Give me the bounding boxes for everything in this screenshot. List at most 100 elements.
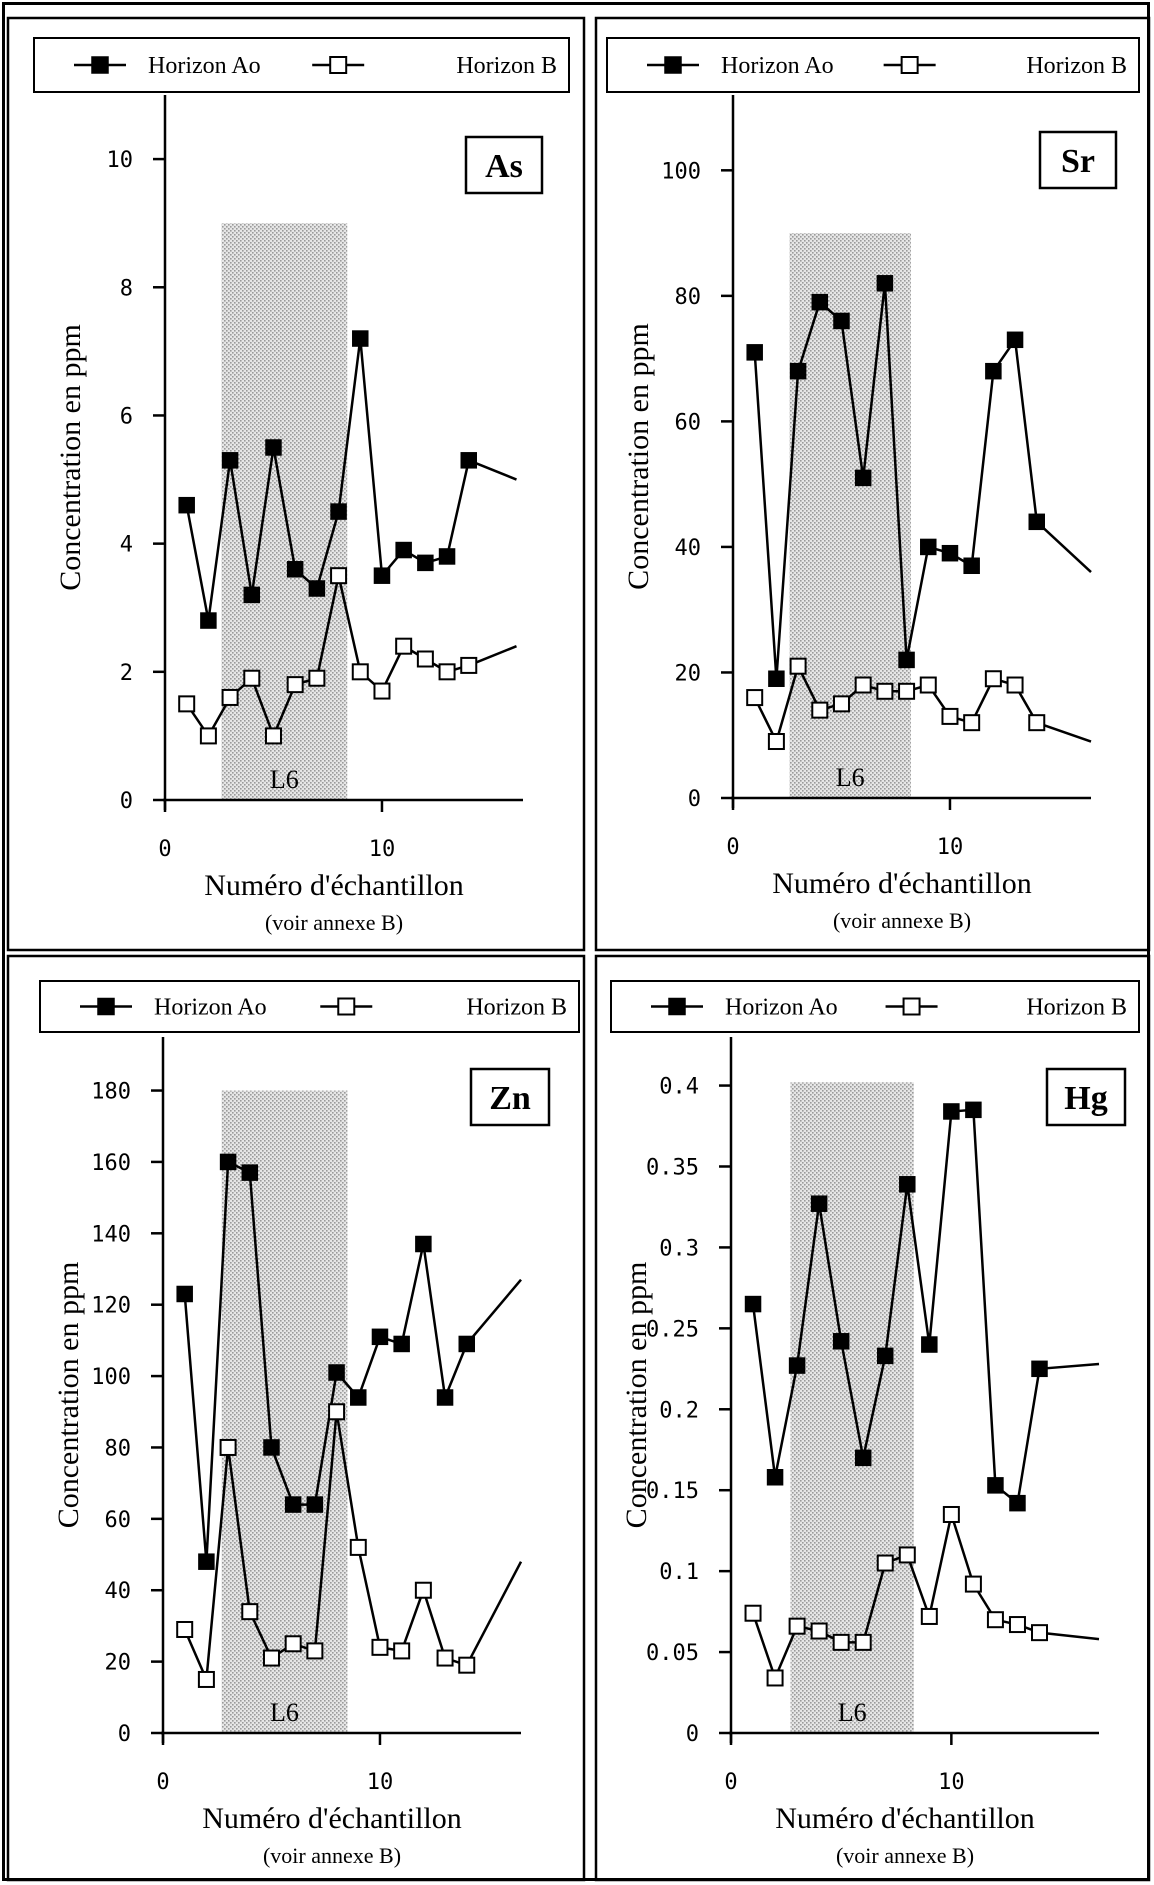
- data-point-b: [832, 1633, 850, 1651]
- data-point-ao: [941, 544, 959, 562]
- data-point-b: [919, 676, 937, 694]
- data-point-ao: [1006, 331, 1024, 349]
- legend-label-b: Horizon B: [1026, 995, 1127, 1021]
- series-tail-b: [1039, 1631, 1100, 1641]
- data-point-b: [262, 1649, 280, 1667]
- data-point-b: [964, 1575, 982, 1593]
- l6-zone: [789, 233, 911, 798]
- data-point-b: [746, 689, 764, 707]
- legend-marker-b: [900, 56, 919, 74]
- data-point-b: [898, 682, 916, 700]
- element-box: [1038, 130, 1118, 190]
- data-point-ao: [284, 1496, 302, 1513]
- data-point-b: [243, 669, 261, 687]
- panel-zn: Horizon Ao Horizon BL60204060801001201401…: [6, 954, 586, 1882]
- y-tick-label: 60: [105, 1508, 132, 1533]
- data-point-ao: [178, 496, 195, 514]
- y-tick-label: 0: [118, 1722, 131, 1747]
- data-point-b: [241, 1603, 259, 1621]
- data-point-b: [942, 1505, 960, 1523]
- legend-label-ao: Horizon Ao: [154, 995, 267, 1021]
- panel-hg: Horizon Ao Horizon B L6 0 0.05 0.1 0.15 0.2 0.25…: [594, 954, 1151, 1882]
- data-point-ao: [832, 1333, 850, 1350]
- data-point-ao: [373, 567, 391, 584]
- data-point-b: [176, 1620, 194, 1638]
- series-tail-b: [1036, 721, 1092, 743]
- data-point-ao: [458, 1335, 476, 1353]
- y-tick-label: 0.4: [659, 1075, 699, 1100]
- data-point-ao: [415, 1235, 432, 1253]
- series-line-ao: [753, 283, 1039, 679]
- data-point-b: [810, 1622, 828, 1640]
- data-point-b: [876, 682, 894, 700]
- y-tick-label: 0.3: [659, 1236, 699, 1261]
- panel-border: [6, 16, 586, 952]
- data-point-ao: [265, 439, 282, 456]
- y-tick-label: 100: [661, 159, 701, 184]
- data-point-b: [373, 682, 391, 700]
- element-label: Sr: [1061, 143, 1095, 180]
- data-point-ao: [920, 538, 937, 556]
- data-point-ao: [811, 293, 829, 311]
- element-label: As: [485, 148, 523, 185]
- data-point-b: [744, 1604, 762, 1622]
- data-point-ao: [898, 651, 915, 669]
- y-tick-label: 6: [120, 404, 133, 429]
- data-point-b: [788, 1617, 806, 1635]
- y-tick-label: 0.15: [646, 1479, 699, 1504]
- data-point-b: [284, 1635, 302, 1653]
- data-point-ao: [965, 1101, 982, 1119]
- data-point-b: [767, 733, 785, 751]
- legend-label-ao: Horizon Ao: [721, 53, 834, 79]
- element-label: Hg: [1064, 1080, 1107, 1117]
- panel-border: [594, 16, 1151, 952]
- data-point-b: [458, 1656, 476, 1674]
- data-point-b: [854, 1633, 872, 1651]
- data-point-ao: [417, 554, 434, 572]
- x-axis-label: Numéro d'échantillon: [772, 867, 1032, 900]
- data-point-ao: [877, 1347, 894, 1365]
- data-point-ao: [176, 1285, 193, 1303]
- x-tick-label: 0: [726, 835, 739, 860]
- legend-marker-ao: [664, 56, 682, 74]
- data-point-b: [308, 669, 326, 687]
- y-tick-label: 0.35: [646, 1155, 699, 1180]
- data-point-ao: [833, 312, 850, 330]
- data-point-ao: [219, 1153, 237, 1171]
- l6-zone: [221, 1090, 348, 1733]
- series-tail-b: [465, 1561, 523, 1666]
- series-tail-ao: [1039, 1362, 1100, 1371]
- x-axis-label: Numéro d'échantillon: [202, 1802, 462, 1835]
- legend-label-b: Horizon B: [466, 995, 567, 1021]
- legend-label-ao: Horizon Ao: [725, 995, 838, 1021]
- y-tick-label: 180: [91, 1080, 131, 1105]
- x-tick-label: 10: [938, 1770, 965, 1795]
- data-point-b: [1028, 714, 1046, 732]
- data-point-b: [811, 701, 829, 719]
- data-point-b: [330, 567, 348, 585]
- data-point-b: [349, 1538, 367, 1556]
- data-point-b: [219, 1438, 237, 1456]
- data-point-ao: [768, 670, 785, 687]
- l6-zone-label: L6: [836, 763, 865, 792]
- data-point-ao: [921, 1336, 938, 1353]
- data-point-b: [460, 656, 478, 674]
- data-point-b: [351, 663, 369, 681]
- x-axis-label: Numéro d'échantillon: [204, 869, 464, 902]
- y-tick-label: 0: [686, 1722, 699, 1747]
- x-tick-label: 0: [156, 1770, 169, 1795]
- data-point-b: [1008, 1616, 1026, 1634]
- data-point-b: [197, 1670, 215, 1688]
- y-tick-label: 140: [91, 1222, 131, 1247]
- y-tick-label: 0.05: [646, 1641, 699, 1666]
- y-tick-label: 160: [91, 1151, 131, 1176]
- x-tick-label: 10: [369, 837, 396, 862]
- data-point-b: [395, 637, 413, 655]
- legend-marker-b: [329, 56, 348, 74]
- data-point-b: [414, 1581, 432, 1599]
- data-point-ao: [436, 1389, 454, 1406]
- data-point-b: [221, 688, 239, 706]
- element-box: [1045, 1067, 1127, 1127]
- x-axis-sublabel: (voir annexe B): [265, 910, 403, 935]
- y-axis-label: Concentration en ppm: [54, 324, 87, 591]
